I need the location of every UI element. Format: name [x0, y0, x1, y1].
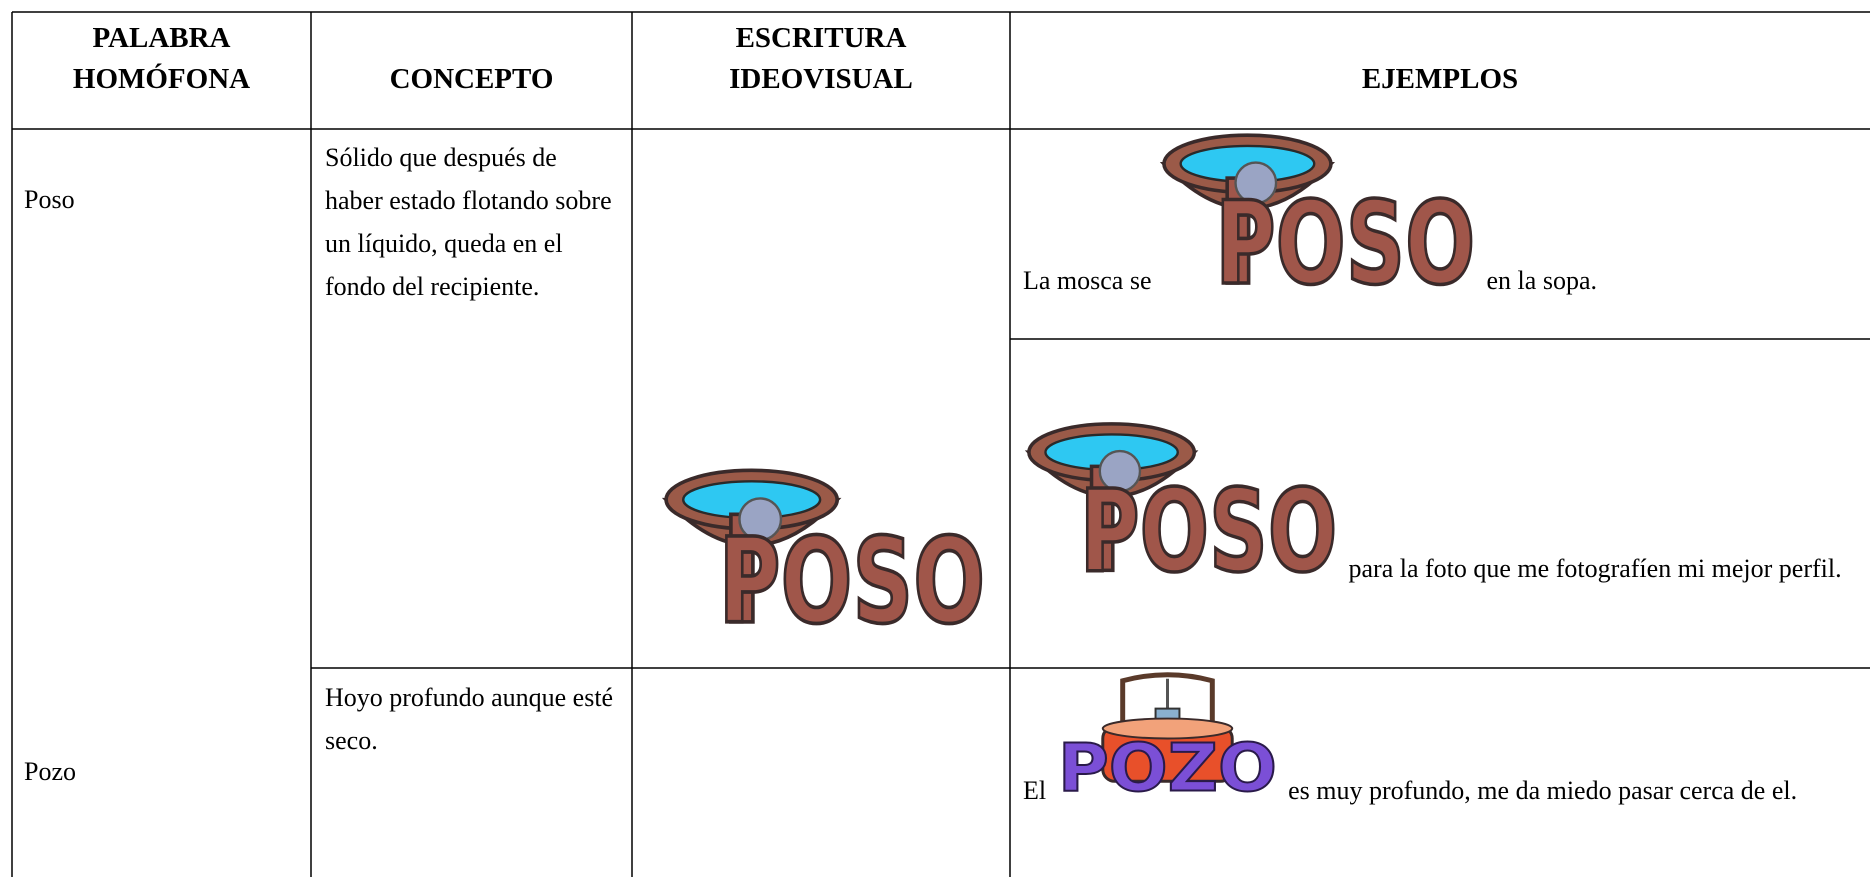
example: La mosca se POSO en la sopa.	[1023, 128, 1863, 302]
header-text: ESCRITURA IDEOVISUAL	[729, 22, 913, 95]
illustration-word: POZO	[1058, 730, 1277, 799]
illustration: POSO	[1024, 422, 1339, 577]
shape	[1234, 161, 1278, 205]
header-text: PALABRA HOMÓFONA	[72, 22, 251, 95]
illustration-word: POSO	[1080, 465, 1338, 577]
shape	[1101, 717, 1233, 740]
header-cell: PALABRA HOMÓFONA	[12, 12, 311, 100]
illustration: POZO	[1057, 672, 1278, 799]
shape	[738, 497, 783, 542]
header-text: CONCEPTO	[389, 63, 554, 95]
illustration: POSO	[661, 468, 987, 629]
example-text: La mosca se	[1023, 266, 1152, 295]
illustration-word: POSO	[1215, 177, 1475, 289]
illustration-word: POSO	[719, 513, 985, 629]
example-text: en la sopa.	[1486, 266, 1597, 295]
concept: Sólido que después de haber estado flota…	[325, 143, 612, 301]
example: El POZO es muy profundo, me da miedo pas…	[1023, 668, 1863, 812]
example-text: para la foto que me fotografíen mi mejor…	[1348, 554, 1842, 583]
header-text: EJEMPLOS	[1361, 63, 1519, 95]
shape	[1119, 672, 1215, 739]
header-cell: ESCRITURA IDEOVISUAL	[632, 12, 1010, 100]
shape	[1098, 449, 1142, 493]
header-cell: CONCEPTO	[311, 12, 632, 100]
word: Poso	[24, 185, 75, 214]
word: Pozo	[24, 757, 76, 786]
ideovisual: POSO	[660, 462, 990, 642]
concept: Hoyo profundo aunque esté seco.	[325, 683, 614, 755]
example-text: El	[1023, 776, 1047, 805]
header-cell: EJEMPLOS	[1010, 12, 1870, 100]
example: POSO para la foto que me fotografíen mi …	[1023, 416, 1843, 590]
illustration: POSO	[1159, 133, 1477, 289]
example-text: es muy profundo, me da miedo pasar cerca…	[1288, 776, 1798, 805]
